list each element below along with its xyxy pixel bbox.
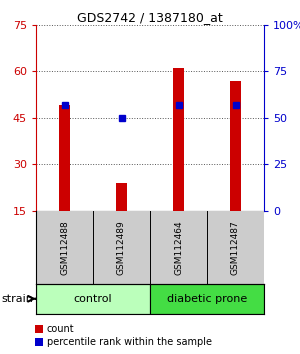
Text: GSM112488: GSM112488	[60, 220, 69, 275]
Bar	[116, 183, 127, 211]
Bar	[36, 284, 150, 314]
Text: GSM112489: GSM112489	[117, 220, 126, 275]
Text: GSM112464: GSM112464	[174, 220, 183, 275]
Bar	[150, 284, 264, 314]
Text: strain: strain	[1, 294, 33, 304]
Legend: count, percentile rank within the sample: count, percentile rank within the sample	[35, 325, 212, 347]
Title: GDS2742 / 1387180_at: GDS2742 / 1387180_at	[77, 11, 223, 24]
Bar	[230, 81, 241, 211]
Text: control: control	[74, 294, 112, 304]
Text: GSM112487: GSM112487	[231, 220, 240, 275]
Text: diabetic prone: diabetic prone	[167, 294, 247, 304]
Bar	[59, 105, 70, 211]
Bar	[173, 68, 184, 211]
